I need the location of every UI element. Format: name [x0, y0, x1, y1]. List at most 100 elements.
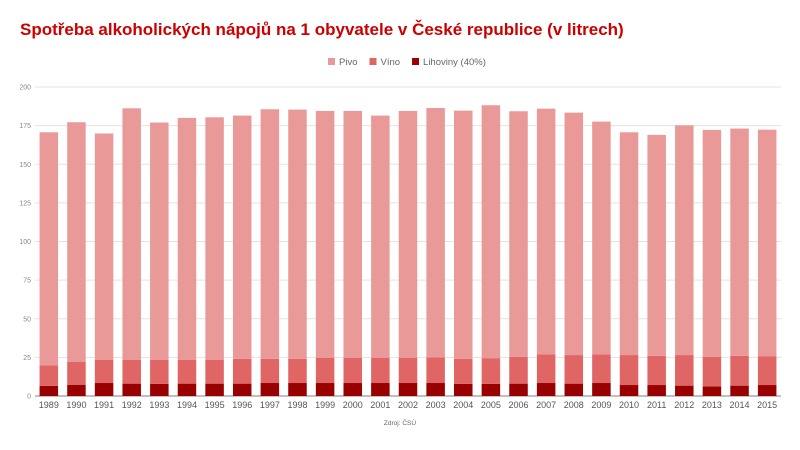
x-tick-label: 2004	[453, 400, 473, 410]
bar-segment-víno	[177, 360, 197, 384]
bar-segment-pivo	[343, 110, 362, 358]
x-tick-label: 2010	[619, 400, 639, 410]
x-tick-label: 2011	[647, 400, 666, 410]
x-tick-label: 1989	[39, 400, 59, 410]
bar-segment-víno	[232, 358, 252, 384]
bar-segment-lihoviny	[343, 383, 362, 396]
legend-swatch	[369, 58, 377, 65]
chart-title: Spotřeba alkoholických nápojů na 1 obyva…	[20, 20, 624, 39]
x-tick-label: 2006	[509, 400, 529, 410]
x-tick-label: 1995	[205, 400, 225, 410]
bar-segment-lihoviny	[232, 383, 252, 396]
bar-segment-pivo	[757, 129, 777, 357]
bar-segment-pivo	[481, 105, 501, 359]
bar-segment-víno	[730, 355, 749, 386]
bar-segment-víno	[675, 355, 694, 386]
legend-label: Pivo	[339, 57, 357, 68]
bar-segment-víno	[702, 356, 722, 387]
x-tick-label: 1994	[177, 400, 197, 410]
bar-segment-víno	[647, 355, 666, 386]
bar-segment-lihoviny	[647, 385, 666, 396]
bar-segment-lihoviny	[619, 385, 639, 396]
bar-segment-pivo	[150, 122, 169, 361]
bar-segment-víno	[619, 355, 639, 386]
x-tick-label: 1998	[287, 400, 307, 410]
source-note: Zdroj: ČSÚ	[384, 418, 416, 427]
y-tick-label: 150	[19, 162, 31, 169]
bar-segment-pivo	[592, 121, 611, 355]
bar-segment-pivo	[619, 132, 639, 356]
x-tick-label: 2005	[481, 400, 501, 410]
legend-label: Víno	[380, 57, 400, 68]
bar-segment-víno	[122, 360, 141, 384]
bar-segment-lihoviny	[675, 385, 694, 396]
bar-segment-víno	[150, 360, 169, 384]
bar-segment-lihoviny	[177, 383, 197, 396]
bar-segment-víno	[536, 354, 556, 384]
bar-segment-víno	[315, 357, 335, 384]
bar-segment-víno	[343, 357, 362, 384]
bar-segment-lihoviny	[288, 383, 307, 396]
x-tick-label: 1993	[149, 400, 169, 410]
bar-segment-pivo	[177, 117, 197, 361]
bar-segment-víno	[371, 357, 390, 384]
bar-segment-pivo	[536, 108, 556, 355]
x-tick-label: 1991	[94, 400, 114, 410]
bar-segment-pivo	[564, 112, 584, 356]
y-tick-label: 100	[19, 239, 31, 246]
bar-segment-pivo	[232, 115, 252, 359]
x-tick-label: 1999	[315, 400, 335, 410]
y-tick-label: 200	[19, 85, 31, 92]
x-tick-label: 2003	[426, 400, 446, 410]
bar-segment-víno	[564, 355, 584, 384]
bar-segment-lihoviny	[564, 383, 584, 396]
bar-segment-pivo	[288, 109, 307, 359]
x-tick-label: 2013	[702, 400, 722, 410]
bar-segment-víno	[757, 356, 777, 386]
x-tick-label: 2014	[730, 400, 750, 410]
bar-segment-víno	[67, 362, 86, 385]
legend-swatch	[328, 58, 335, 65]
x-tick-label: 2000	[343, 400, 363, 410]
y-tick-label: 75	[23, 278, 31, 285]
bar-segment-lihoviny	[315, 383, 335, 396]
bar-segment-lihoviny	[730, 385, 749, 396]
bar-segment-pivo	[39, 132, 59, 366]
bar-segment-lihoviny	[592, 383, 611, 396]
bar-segment-víno	[94, 360, 114, 384]
x-tick-label: 2009	[591, 400, 611, 410]
bar-segment-pivo	[205, 117, 224, 361]
x-tick-label: 2012	[674, 400, 694, 410]
bar-segment-lihoviny	[481, 383, 501, 396]
x-tick-label: 1992	[122, 400, 142, 410]
bar-segment-víno	[205, 360, 224, 384]
bar-segment-pivo	[702, 129, 722, 357]
y-tick-label: 0	[27, 394, 31, 401]
bar-segment-pivo	[675, 125, 694, 356]
bar-segment-lihoviny	[150, 383, 169, 396]
bar-segment-pivo	[315, 110, 335, 358]
bar-segment-víno	[454, 358, 473, 384]
bar-segment-lihoviny	[426, 383, 445, 396]
bar-segment-pivo	[730, 128, 749, 356]
legend-label: Lihoviny (40%)	[423, 57, 486, 68]
y-tick-label: 25	[23, 355, 31, 362]
bar-segment-lihoviny	[454, 383, 473, 396]
bar-segment-lihoviny	[205, 383, 224, 396]
bar-segment-pivo	[426, 108, 445, 358]
bar-segment-víno	[509, 356, 528, 384]
bar-segment-pivo	[122, 108, 141, 361]
bar-segment-víno	[398, 357, 418, 384]
bar-segment-víno	[260, 358, 280, 384]
bar-segment-lihoviny	[371, 383, 390, 396]
bar-segment-víno	[288, 358, 307, 384]
bar-segment-lihoviny	[536, 383, 556, 396]
bar-segment-lihoviny	[67, 384, 86, 396]
bar-segment-lihoviny	[702, 386, 722, 396]
bar-segment-lihoviny	[260, 383, 280, 396]
bar-segment-pivo	[454, 110, 473, 359]
x-tick-label: 2007	[536, 400, 556, 410]
bar-segment-lihoviny	[509, 383, 528, 396]
x-tick-label: 2008	[564, 400, 584, 410]
